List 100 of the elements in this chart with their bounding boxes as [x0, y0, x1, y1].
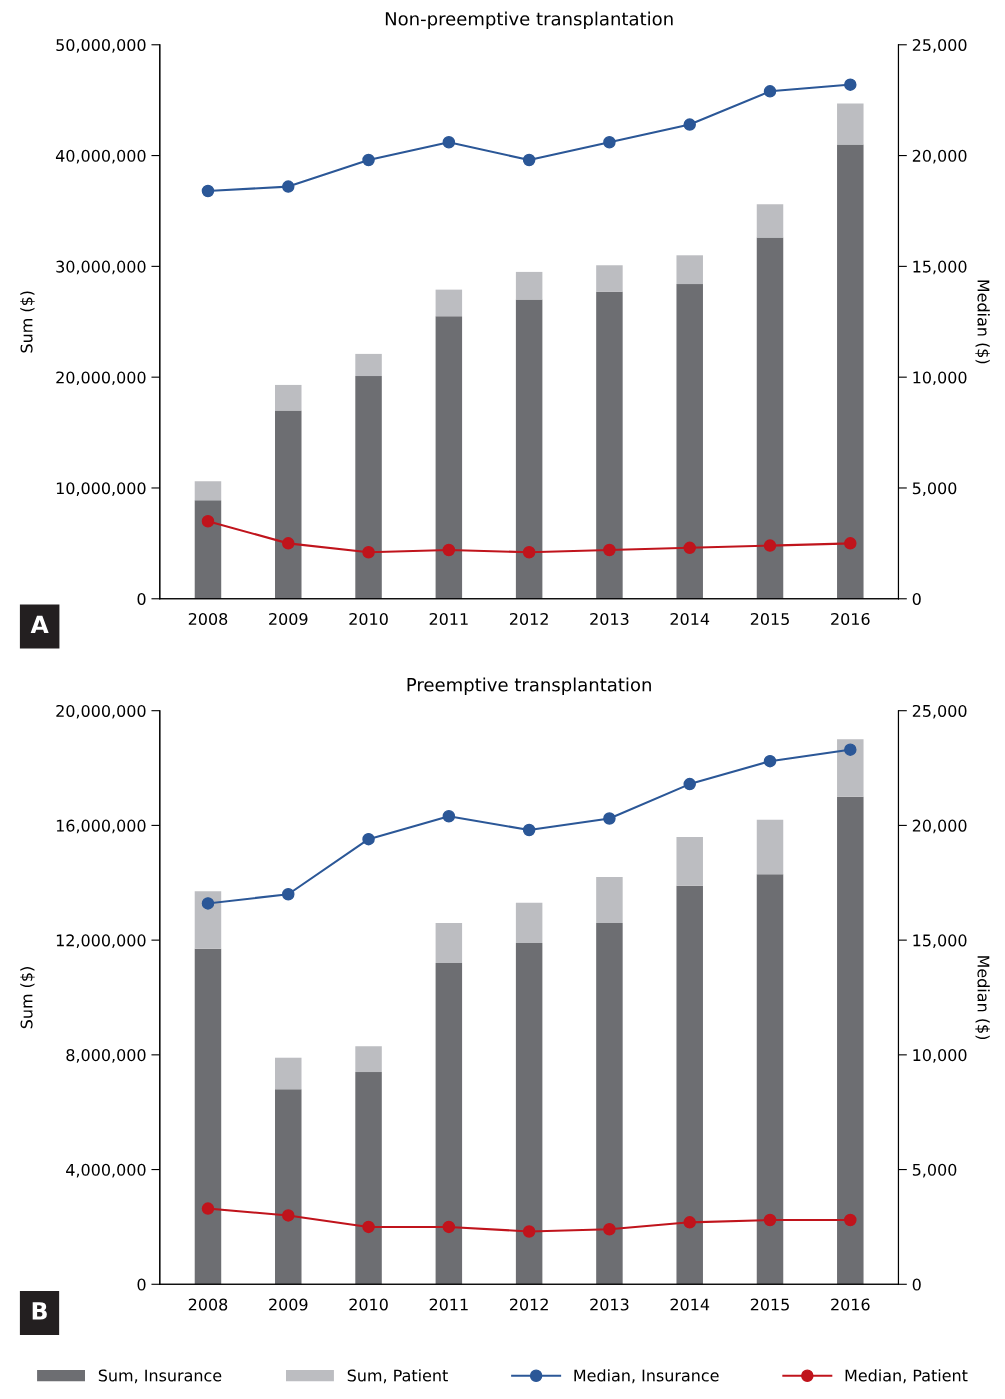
point [442, 809, 456, 823]
x-tick-label: 2012 [509, 1298, 548, 1311]
legend-label: Median, Insurance [574, 1369, 719, 1384]
x-tick-label: 2010 [349, 612, 388, 626]
y2-tick-label: 5,000 [912, 1163, 957, 1178]
x-tick-label: 2013 [590, 1298, 629, 1311]
point [844, 743, 857, 756]
point [362, 545, 375, 559]
bar [837, 739, 864, 797]
point [442, 1220, 456, 1234]
x-tick-label: 2008 [188, 612, 228, 626]
y-tick-label: 8,000,000 [66, 1049, 146, 1063]
y-tick-label: 4,000,000 [66, 1163, 146, 1178]
bar [676, 836, 703, 886]
point [201, 184, 215, 198]
bar [435, 316, 463, 599]
bar [435, 922, 463, 964]
point [201, 897, 215, 910]
y2-tick-label: 10,000 [913, 371, 967, 386]
y-tick-label: 30,000,000 [56, 260, 146, 275]
y-tick-label: 12,000,000 [56, 934, 146, 949]
x-tick-label: 2013 [590, 612, 629, 626]
y2-tick-label: 25,000 [912, 704, 967, 719]
bar [194, 500, 222, 599]
y-tick-label: 16,000,000 [56, 819, 146, 834]
bar [756, 237, 784, 599]
point [442, 136, 456, 149]
point [844, 78, 857, 91]
point [683, 777, 696, 791]
y2-tick-label: 25,000 [912, 38, 967, 53]
point [763, 539, 777, 552]
legend-label: Sum, Patient [347, 1369, 448, 1384]
point [201, 1202, 215, 1215]
point [362, 153, 375, 167]
bar [515, 943, 543, 1285]
y2-tick-label: 15,000 [913, 934, 967, 949]
point [522, 1225, 536, 1238]
point [282, 537, 295, 550]
x-tick-label: 2015 [750, 1298, 789, 1311]
y-tick-label: 20,000,000 [56, 371, 146, 386]
x-tick-label: 2011 [429, 1298, 468, 1311]
point [362, 1220, 375, 1234]
point [362, 832, 375, 846]
point [282, 1209, 295, 1222]
point [763, 85, 777, 98]
x-tick-label: 2011 [429, 612, 468, 626]
point [844, 1213, 857, 1227]
bar [756, 204, 784, 238]
chart-title: Non-preemptive transplantation [385, 11, 673, 30]
bar [596, 922, 623, 1285]
bar [355, 353, 382, 377]
legend-label: Median, Patient [845, 1369, 968, 1384]
y-axis-title: Sum ($) [20, 967, 35, 1029]
bar [435, 963, 463, 1285]
bar [435, 289, 463, 317]
bar [676, 255, 703, 285]
point [282, 180, 295, 193]
bar [275, 1089, 302, 1285]
bar [596, 291, 623, 599]
bar [355, 1072, 382, 1285]
bar [676, 885, 703, 1285]
point [522, 823, 536, 837]
bar [194, 948, 222, 1285]
y-tick-label: 10,000,000 [56, 482, 146, 496]
y-tick-label: 0 [137, 592, 146, 606]
bar [515, 271, 543, 300]
point [683, 118, 696, 131]
x-tick-label: 2015 [750, 612, 789, 626]
x-tick-label: 2009 [269, 612, 308, 626]
point [522, 153, 536, 167]
y-axis-title: Sum ($) [20, 291, 35, 353]
bar [596, 265, 623, 292]
y2-tick-label: 0 [912, 592, 921, 606]
point [683, 1216, 696, 1229]
point [522, 545, 536, 559]
point [763, 754, 777, 768]
text: B [32, 1302, 47, 1320]
point [603, 1222, 616, 1236]
x-tick-label: 2014 [670, 1298, 710, 1311]
point [603, 543, 616, 557]
bar [756, 819, 784, 875]
bar [837, 796, 864, 1285]
point [683, 541, 696, 555]
y-tick-label: 0 [137, 1278, 146, 1291]
bar [355, 376, 382, 599]
y2-tick-label: 20,000 [912, 149, 967, 164]
bar [275, 410, 302, 599]
y2-tick-label: 20,000 [912, 819, 967, 834]
bar [275, 384, 302, 411]
bar [837, 103, 864, 145]
y-tick-label: 20,000,000 [56, 704, 146, 719]
y2-tick-label: 10,000 [913, 1049, 967, 1063]
bar [194, 891, 222, 949]
bar [837, 144, 864, 599]
x-tick-label: 2009 [269, 1298, 308, 1311]
chart-title: Preemptive transplantation [407, 677, 651, 695]
bar [275, 1057, 302, 1090]
bar [515, 902, 543, 943]
y2-tick-label: 5,000 [912, 482, 957, 496]
x-tick-label: 2012 [509, 612, 548, 626]
